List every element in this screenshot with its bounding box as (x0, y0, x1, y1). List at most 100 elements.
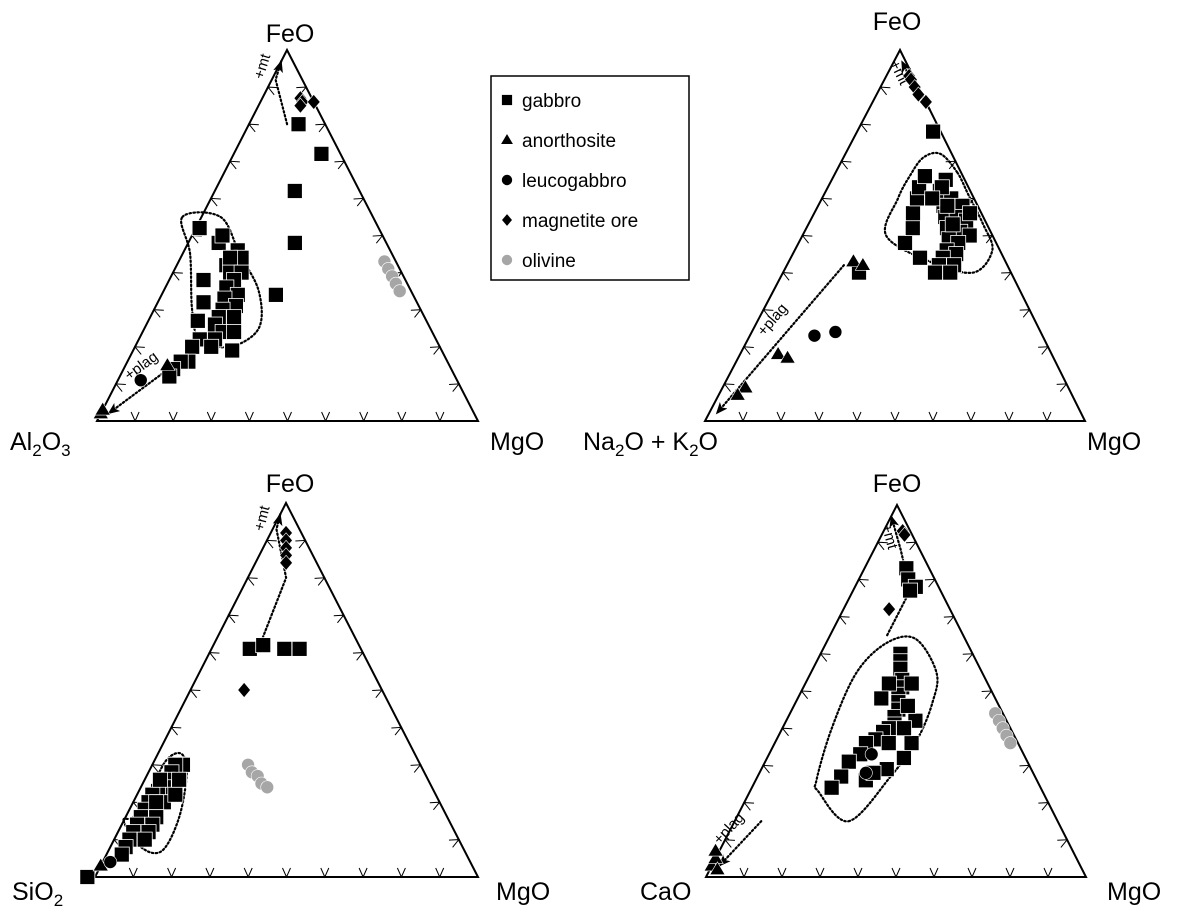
point-gabbro (184, 338, 201, 355)
vertex-label-right-part: MgO (496, 878, 550, 906)
point-anorthosite (94, 401, 111, 416)
tick-mark (966, 411, 976, 423)
point-gabbro (148, 794, 165, 811)
tick-mark (1019, 764, 1031, 774)
vertex-label-left-part: 2 (54, 891, 63, 910)
tick-mark (859, 123, 871, 133)
point-leucogabbro (859, 766, 873, 780)
trend-arrow-plag (718, 820, 763, 867)
point-gabbro (903, 675, 920, 692)
point-gabbro (880, 735, 897, 751)
point-magnetite-ore (306, 93, 321, 110)
point-gabbro (290, 116, 307, 133)
tick-mark (333, 614, 345, 624)
point-magnetite-ore (279, 554, 293, 571)
tick-mark (1042, 411, 1052, 423)
vertex-label-top-part: FeO (873, 470, 922, 498)
point-gabbro (823, 779, 840, 796)
point-gabbro (912, 249, 928, 266)
vertex-label-left-part: 2 (615, 441, 624, 460)
point-gabbro (924, 190, 941, 207)
tick-mark (228, 160, 240, 170)
data-points (729, 67, 978, 401)
point-anorthosite (845, 253, 862, 267)
tick-mark (246, 577, 258, 586)
tick-mark (1001, 272, 1013, 281)
tick-mark (723, 383, 735, 392)
tick-marks (114, 86, 460, 423)
vertex-label-top: FeO (873, 470, 922, 498)
point-magnetite-ore (919, 93, 933, 110)
point-gabbro (897, 235, 913, 251)
vertex-label-left: SiO2 (12, 878, 63, 910)
point-anorthosite (769, 345, 787, 360)
tick-mark (190, 234, 202, 244)
legend-label-anorthosite: anorthosite (522, 131, 616, 152)
legend-label-gabbro: gabbro (522, 91, 581, 112)
tick-mark (1056, 383, 1068, 392)
tick-mark (891, 867, 901, 879)
tick-mark (762, 764, 774, 774)
tick-mark (167, 867, 177, 879)
vertex-label-left-part: CaO (640, 878, 691, 906)
point-anorthosite (709, 861, 726, 876)
tick-mark (742, 346, 754, 355)
legend: gabbro anorthosite leucogabbro magnetite or… (490, 75, 690, 281)
legend-symbol-leucogabbro (501, 174, 513, 186)
tick-mark (359, 411, 369, 423)
trend-arrow-mt (273, 60, 289, 126)
tick-mark (130, 411, 140, 423)
field-envelope (180, 211, 263, 349)
tick-mark (724, 839, 735, 848)
tick-mark (133, 346, 145, 355)
data-points (92, 90, 407, 420)
tick-mark (189, 689, 201, 698)
point-leucogabbro (807, 328, 822, 343)
point-gabbro (167, 786, 184, 803)
tick-mark (372, 234, 384, 244)
legend-label-olivine: olivine (522, 251, 576, 272)
tick-mark (435, 867, 445, 879)
tick-mark (320, 867, 330, 879)
tick-mark (738, 411, 748, 423)
tick-mark (814, 411, 824, 423)
point-gabbro (313, 145, 330, 162)
tick-mark (396, 867, 406, 879)
point-gabbro (939, 197, 956, 214)
data-points (703, 523, 1018, 876)
tick-mark (209, 197, 221, 207)
point-gabbro (203, 338, 220, 355)
tick-mark (205, 867, 215, 879)
tick-mark (928, 411, 938, 423)
tick-mark (171, 272, 183, 281)
legend-symbol-anorthosite (500, 132, 514, 145)
point-gabbro (942, 264, 959, 281)
vertex-label-top-part: FeO (266, 470, 315, 498)
tick-mark (924, 578, 936, 588)
point-gabbro (226, 309, 242, 326)
point-gabbro (152, 771, 168, 788)
point-gabbro (944, 216, 961, 233)
point-gabbro (962, 205, 978, 222)
vertex-label-top-part: FeO (873, 8, 922, 36)
tick-mark (128, 867, 138, 879)
vertex-label-left-part: O (699, 428, 718, 456)
trend-label-mt: +mt (251, 51, 275, 81)
point-gabbro (222, 249, 239, 266)
vertex-label-top: FeO (266, 470, 315, 498)
tick-marks (723, 86, 1068, 423)
point-gabbro (226, 324, 242, 340)
tick-mark (962, 653, 974, 662)
tick-mark (334, 160, 346, 170)
tick-mark (429, 346, 441, 355)
trend-label-mt: +mt (251, 503, 274, 533)
point-gabbro (79, 869, 96, 885)
point-anorthosite (707, 842, 724, 857)
tick-mark (1019, 309, 1031, 318)
data-points (79, 524, 308, 885)
vertex-label-left-part: 3 (61, 441, 70, 460)
tick-mark (890, 411, 900, 423)
tick-mark (282, 867, 291, 879)
tick-mark (410, 309, 422, 318)
